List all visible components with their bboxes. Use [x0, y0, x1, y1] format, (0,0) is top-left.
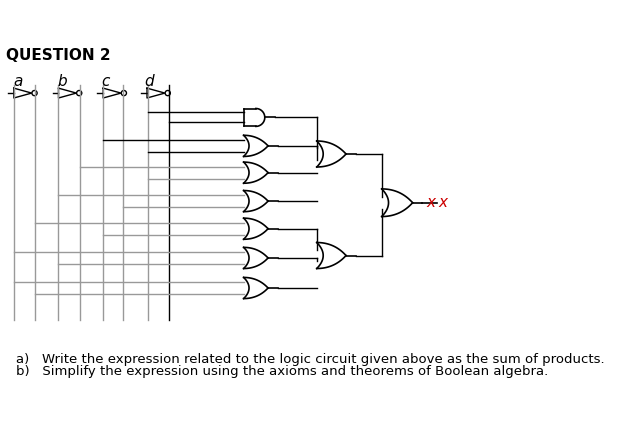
Text: b)   Simplify the expression using the axioms and theorems of Boolean algebra.: b) Simplify the expression using the axi… — [16, 365, 548, 378]
Text: a: a — [13, 74, 23, 89]
Text: x: x — [438, 195, 448, 210]
Text: x: x — [426, 195, 435, 210]
Text: a)   Write the expression related to the logic circuit given above as the sum of: a) Write the expression related to the l… — [16, 353, 605, 366]
Text: QUESTION 2: QUESTION 2 — [6, 48, 111, 63]
Text: d: d — [145, 74, 154, 89]
Text: c: c — [101, 74, 110, 89]
Text: b: b — [58, 74, 67, 89]
